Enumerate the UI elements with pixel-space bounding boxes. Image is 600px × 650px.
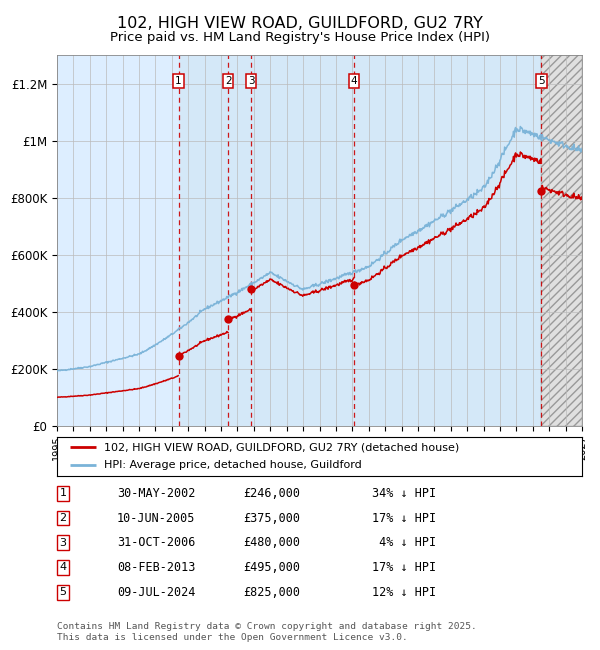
Text: £375,000: £375,000: [243, 512, 300, 525]
Text: 08-FEB-2013: 08-FEB-2013: [117, 561, 196, 574]
Text: Contains HM Land Registry data © Crown copyright and database right 2025.
This d: Contains HM Land Registry data © Crown c…: [57, 622, 477, 642]
Bar: [251, 55, 354, 426]
Text: 1: 1: [175, 76, 182, 86]
Text: £495,000: £495,000: [243, 561, 300, 574]
Text: HPI: Average price, detached house, Guildford: HPI: Average price, detached house, Guil…: [104, 460, 362, 470]
Text: 102, HIGH VIEW ROAD, GUILDFORD, GU2 7RY: 102, HIGH VIEW ROAD, GUILDFORD, GU2 7RY: [117, 16, 483, 31]
Text: 3: 3: [248, 76, 254, 86]
Text: 09-JUL-2024: 09-JUL-2024: [117, 586, 196, 599]
Text: 4: 4: [59, 562, 67, 573]
Text: 1: 1: [59, 488, 67, 499]
Text: 5: 5: [538, 76, 545, 86]
Text: 3: 3: [59, 538, 67, 548]
Text: 34% ↓ HPI: 34% ↓ HPI: [372, 487, 436, 500]
Text: 5: 5: [59, 587, 67, 597]
Text: 30-MAY-2002: 30-MAY-2002: [117, 487, 196, 500]
Text: 102, HIGH VIEW ROAD, GUILDFORD, GU2 7RY (detached house): 102, HIGH VIEW ROAD, GUILDFORD, GU2 7RY …: [104, 443, 460, 452]
Text: 10-JUN-2005: 10-JUN-2005: [117, 512, 196, 525]
Text: 12% ↓ HPI: 12% ↓ HPI: [372, 586, 436, 599]
Text: 31-OCT-2006: 31-OCT-2006: [117, 536, 196, 549]
Bar: [541, 55, 582, 426]
Text: 17% ↓ HPI: 17% ↓ HPI: [372, 512, 436, 525]
Bar: [179, 55, 228, 426]
Text: 4% ↓ HPI: 4% ↓ HPI: [372, 536, 436, 549]
Text: Price paid vs. HM Land Registry's House Price Index (HPI): Price paid vs. HM Land Registry's House …: [110, 31, 490, 44]
Text: £246,000: £246,000: [243, 487, 300, 500]
Text: 2: 2: [225, 76, 232, 86]
Text: 17% ↓ HPI: 17% ↓ HPI: [372, 561, 436, 574]
Text: 4: 4: [351, 76, 358, 86]
Text: £825,000: £825,000: [243, 586, 300, 599]
Bar: [228, 55, 251, 426]
Text: 2: 2: [59, 513, 67, 523]
Bar: [354, 55, 541, 426]
Text: £480,000: £480,000: [243, 536, 300, 549]
